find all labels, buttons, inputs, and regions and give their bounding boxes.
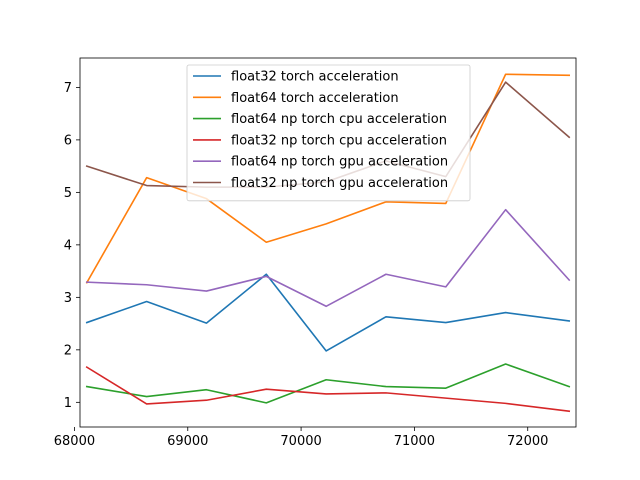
axes-frame xyxy=(79,57,577,428)
series-line-5 xyxy=(85,208,571,308)
x-tick-label: 71000 xyxy=(394,434,435,449)
x-tick-label: 68000 xyxy=(54,434,95,449)
y-tick-label: 4 xyxy=(64,238,72,253)
legend-label-3: float64 np torch cpu acceleration xyxy=(231,112,447,127)
legend-label-2: float64 torch acceleration xyxy=(231,91,399,106)
x-tick-label: 69000 xyxy=(167,434,208,449)
series-line-2 xyxy=(85,73,571,284)
legend-box xyxy=(186,64,471,202)
legend-label-1: float32 torch acceleration xyxy=(231,70,399,85)
x-tick-label: 70000 xyxy=(280,434,321,449)
legend-label-4: float32 np torch cpu acceleration xyxy=(231,133,447,148)
y-tick-label: 2 xyxy=(64,343,72,358)
legend: float32 torch acceleration float64 torch … xyxy=(186,64,471,202)
y-tick-label: 7 xyxy=(64,81,72,96)
legend-label-6: float32 np torch gpu acceleration xyxy=(231,176,448,191)
x-tick-label: 72000 xyxy=(507,434,548,449)
legend-label-5: float64 np torch gpu acceleration xyxy=(231,155,448,170)
y-tick-label: 6 xyxy=(64,133,72,148)
y-axis: 1 2 3 4 5 6 7 xyxy=(64,81,80,411)
x-axis: 68000 69000 70000 71000 72000 xyxy=(54,427,548,449)
series-line-3 xyxy=(85,363,571,404)
y-tick-label: 1 xyxy=(64,396,72,411)
series-line-1 xyxy=(85,273,571,352)
series-line-4 xyxy=(85,366,571,413)
y-tick-label: 5 xyxy=(64,186,72,201)
y-tick-label: 3 xyxy=(64,291,72,306)
